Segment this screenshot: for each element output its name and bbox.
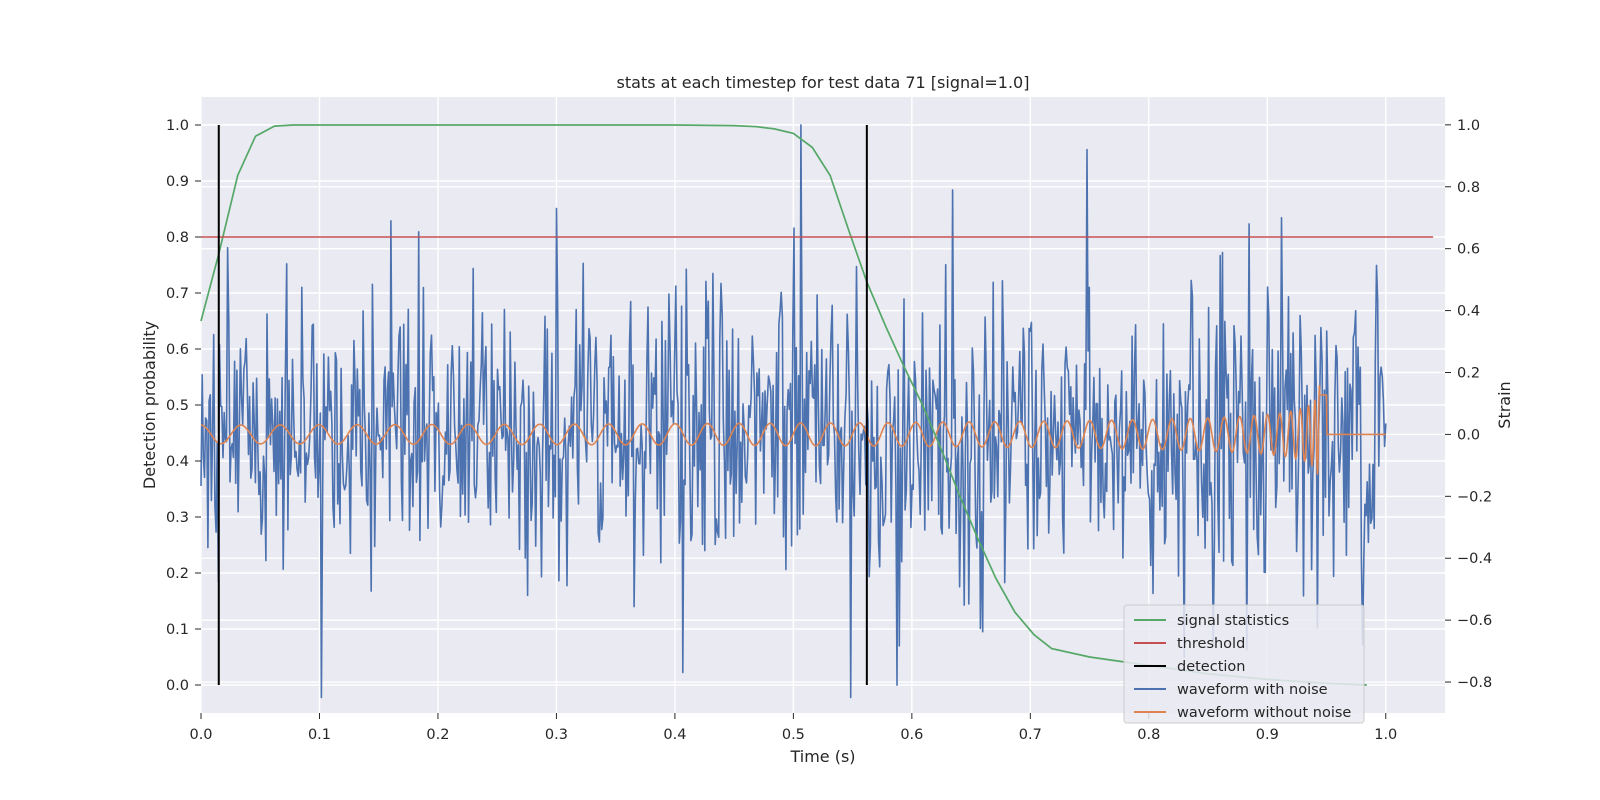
right-tick-label: −0.4 (1457, 551, 1492, 567)
x-tick-label: 0.7 (1019, 727, 1042, 743)
left-axis-ticks: 0.0 0.1 0.2 0.3 0.4 0.5 0.6 0.7 0.8 0.9 1.0 (166, 118, 201, 694)
left-tick-label: 0.8 (166, 230, 189, 246)
left-axis-label: Detection probability (140, 321, 159, 489)
right-tick-label: −0.2 (1457, 489, 1492, 505)
x-tick-label: 0.4 (663, 727, 686, 743)
left-tick-label: 0.9 (166, 174, 189, 190)
left-tick-label: 1.0 (166, 118, 189, 134)
right-tick-label: 0.6 (1457, 242, 1480, 258)
right-tick-label: 0.8 (1457, 180, 1480, 196)
right-tick-label: −0.6 (1457, 613, 1492, 629)
right-tick-label: 0.0 (1457, 427, 1480, 443)
legend-box (1123, 604, 1365, 724)
x-axis-label: Time (s) (789, 747, 855, 766)
left-tick-label: 0.3 (166, 510, 189, 526)
x-tick-label: 0.3 (545, 727, 568, 743)
x-tick-label: 0.9 (1256, 727, 1279, 743)
left-tick-label: 0.0 (166, 678, 189, 694)
legend-label: threshold (1177, 636, 1245, 652)
right-axis-label: Strain (1495, 381, 1514, 428)
left-tick-label: 0.1 (166, 622, 189, 638)
series-layer (200, 124, 1434, 699)
signal-statistics-line (200, 124, 1367, 686)
right-tick-label: 0.2 (1457, 365, 1480, 381)
left-tick-label: 0.6 (166, 342, 189, 358)
chart-title: stats at each timestep for test data 71 … (617, 73, 1030, 92)
x-tick-label: 1.0 (1374, 727, 1397, 743)
legend-label: signal statistics (1177, 613, 1289, 629)
right-tick-label: 1.0 (1457, 118, 1480, 134)
x-tick-label: 0.5 (782, 727, 805, 743)
left-tick-label: 0.5 (166, 398, 189, 414)
x-tick-label: 0.2 (426, 727, 449, 743)
left-tick-label: 0.2 (166, 566, 189, 582)
x-tick-label: 0.1 (308, 727, 331, 743)
x-tick-label: 0.0 (189, 727, 212, 743)
left-tick-label: 0.7 (166, 286, 189, 302)
legend-label: detection (1177, 659, 1245, 675)
right-axis-ticks: −0.8 −0.6 −0.4 −0.2 0.0 0.2 0.4 0.6 0.8 1.0 (1445, 118, 1492, 691)
legend: signal statistics threshold detection wavef… (1123, 604, 1365, 724)
waveform-without-noise-line (200, 385, 1386, 475)
right-tick-label: 0.4 (1457, 304, 1480, 320)
legend-label: waveform with noise (1177, 682, 1328, 698)
right-tick-label: −0.8 (1457, 675, 1492, 691)
x-tick-label: 0.8 (1137, 727, 1160, 743)
legend-label: waveform without noise (1177, 705, 1351, 721)
left-tick-label: 0.4 (166, 454, 189, 470)
waveform-with-noise-line (200, 124, 1387, 699)
x-tick-label: 0.6 (900, 727, 923, 743)
x-axis-ticks: 0.0 0.1 0.2 0.3 0.4 0.5 0.6 0.7 0.8 0.9 1.0 (189, 713, 1397, 743)
